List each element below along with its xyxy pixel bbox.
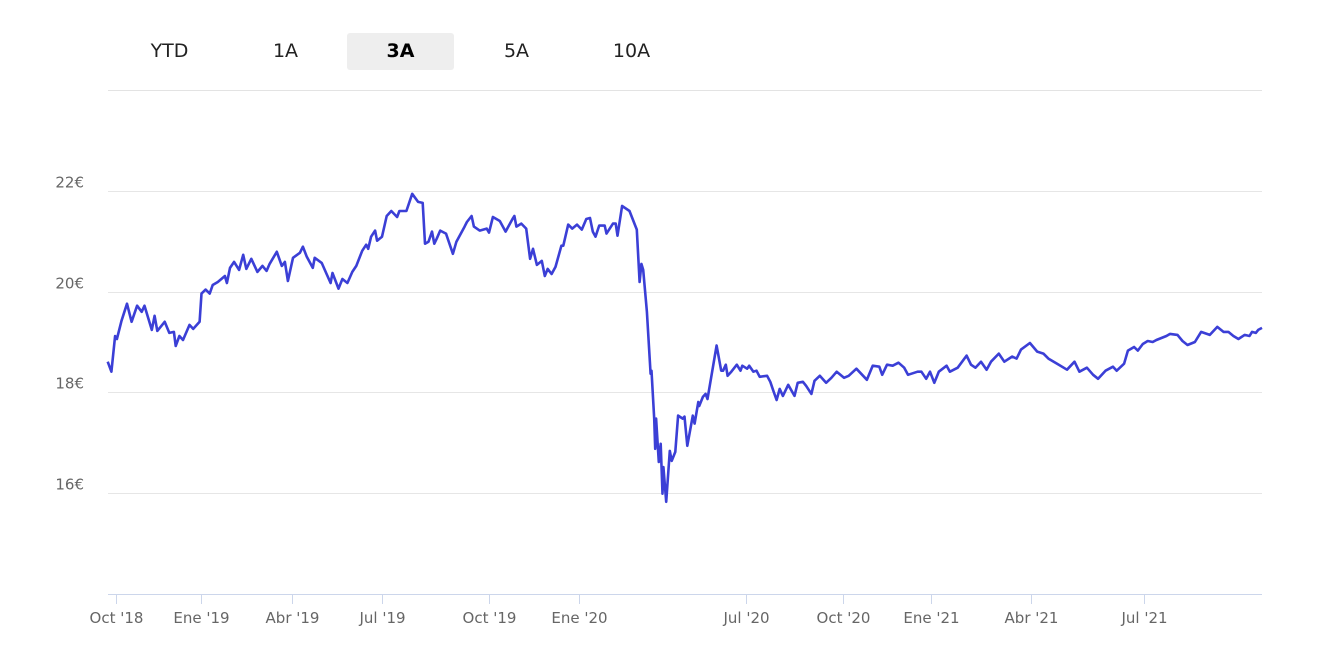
x-tick-label: Oct '20	[817, 609, 871, 627]
x-tick-label: Abr '21	[1005, 609, 1059, 627]
y-tick-label: 20€	[55, 275, 84, 293]
x-tick-label: Jul '21	[1120, 609, 1167, 627]
x-tick-label: Abr '19	[266, 609, 320, 627]
y-tick-label: 18€	[55, 375, 84, 393]
price-line	[106, 192, 1263, 504]
gridlines	[108, 191, 1262, 494]
range-button-5a[interactable]: 5A	[503, 40, 530, 62]
range-selector-divider	[108, 90, 1262, 91]
range-button-1a[interactable]: 1A	[272, 40, 299, 62]
x-tick-label: Oct '18	[90, 609, 144, 627]
y-tick-label: 16€	[55, 476, 84, 494]
range-button-ytd[interactable]: YTD	[150, 40, 189, 62]
range-button-10a[interactable]: 10A	[612, 40, 651, 62]
x-tick-label: Ene '21	[903, 609, 959, 627]
x-tick-label: Ene '20	[551, 609, 607, 627]
x-axis: Oct '18 Ene '19 Abr '19 Jul '19 Oct '19 Ene '…	[90, 594, 1262, 627]
x-tick-label: Ene '19	[173, 609, 229, 627]
x-tick-label: Oct '19	[463, 609, 517, 627]
x-tick-label: Jul '19	[358, 609, 405, 627]
y-tick-label: 22€	[55, 174, 84, 192]
range-selector: YTD 1A 3A 5A 10A	[0, 0, 1332, 90]
range-button-3a[interactable]: 3A	[347, 33, 454, 70]
y-axis: 16€ 18€ 20€ 22€	[55, 174, 84, 494]
x-tick-label: Jul '20	[722, 609, 769, 627]
